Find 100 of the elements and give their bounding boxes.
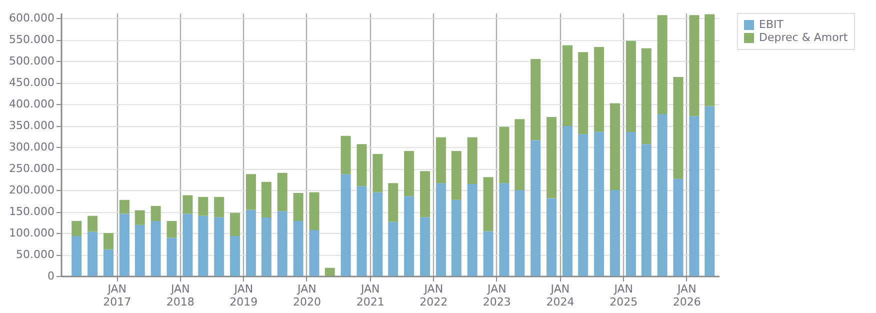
bar [594, 132, 604, 276]
x-tick-label: JAN 2020 [292, 282, 321, 308]
x-tick-label: JAN 2025 [610, 282, 638, 308]
bar [641, 48, 652, 144]
bar [436, 137, 446, 184]
bar [340, 136, 351, 174]
bar [230, 236, 240, 276]
bar [214, 196, 224, 218]
bar [657, 114, 668, 276]
bar [499, 183, 510, 276]
y-tick-label: 0 [48, 270, 54, 282]
bar [704, 106, 715, 276]
x-tick-label: JAN 2017 [103, 282, 132, 308]
bar [246, 174, 256, 210]
bar [530, 58, 541, 140]
legend-label: EBIT [759, 18, 784, 31]
bar [198, 216, 208, 276]
bar [704, 14, 715, 106]
bar [451, 200, 462, 276]
bar [657, 15, 668, 114]
bar [261, 182, 272, 218]
bar [166, 220, 177, 238]
bar [610, 190, 620, 276]
bar [309, 230, 320, 276]
bar [134, 210, 145, 225]
y-tick-label: 300.000 [9, 140, 54, 154]
y-tick-label: 350.000 [9, 119, 54, 132]
bar [420, 171, 430, 218]
bar [103, 249, 114, 276]
bar [246, 210, 256, 276]
x-tick-label: JAN 2024 [546, 282, 574, 308]
bar [673, 178, 684, 276]
bar [88, 216, 98, 232]
bar [467, 184, 478, 276]
bar [150, 206, 161, 221]
bar [451, 150, 462, 200]
bar [356, 186, 367, 276]
bar [404, 150, 414, 196]
bar [388, 222, 398, 276]
bar [166, 238, 177, 276]
y-tick-label: 100.000 [9, 226, 54, 240]
bar [626, 132, 636, 276]
bar [72, 236, 82, 276]
bar [293, 193, 304, 221]
bar [182, 195, 193, 214]
bar [324, 268, 335, 276]
bar [689, 15, 700, 116]
bar [198, 196, 208, 216]
bar [514, 190, 525, 276]
x-tick-label: JAN 2022 [420, 282, 448, 308]
bar [673, 77, 684, 179]
bar [530, 140, 541, 276]
bar [214, 217, 224, 276]
bar [483, 231, 494, 276]
y-tick-label: 400.000 [9, 98, 54, 111]
bar [230, 212, 240, 236]
bar [546, 198, 557, 276]
y-tick-label: 200.000 [9, 184, 54, 197]
x-tick-label: JAN 2019 [230, 282, 258, 308]
x-tick-label: JAN 2023 [482, 282, 511, 308]
bar [293, 220, 304, 276]
legend-label: Deprec & Amort [759, 31, 848, 44]
y-tick-label: 600.000 [9, 12, 54, 25]
bar [309, 192, 320, 230]
bar [119, 200, 130, 214]
bar [372, 192, 383, 276]
bar [261, 218, 272, 276]
bar [626, 40, 636, 132]
bar [340, 174, 351, 276]
y-tick-label: 550.000 [9, 33, 54, 46]
y-tick-label: 150.000 [9, 205, 54, 218]
bar [388, 183, 398, 222]
bar [546, 116, 557, 198]
x-tick-label: JAN 2026 [672, 282, 701, 308]
bar [499, 126, 510, 184]
bar [277, 172, 288, 212]
bar [578, 52, 588, 134]
bar [436, 183, 446, 276]
bar [277, 211, 288, 276]
x-tick-label: JAN 2021 [356, 282, 384, 308]
y-tick-label: 50.000 [16, 248, 54, 262]
bar [150, 220, 161, 276]
bar [103, 233, 114, 250]
bar [404, 196, 414, 276]
bar [356, 144, 367, 186]
bar [594, 46, 604, 132]
x-tick-label: JAN 2018 [166, 282, 194, 308]
y-tick-label: 250.000 [9, 162, 54, 176]
bar [483, 177, 494, 232]
bar [689, 116, 700, 276]
bar [578, 134, 588, 276]
bar [562, 45, 572, 126]
bar [467, 137, 478, 184]
y-tick-label: 450.000 [9, 76, 54, 90]
bar [420, 217, 430, 276]
bar [134, 224, 145, 276]
bar [72, 220, 82, 236]
bar [182, 214, 193, 276]
bar [372, 154, 383, 192]
bar [610, 103, 620, 190]
